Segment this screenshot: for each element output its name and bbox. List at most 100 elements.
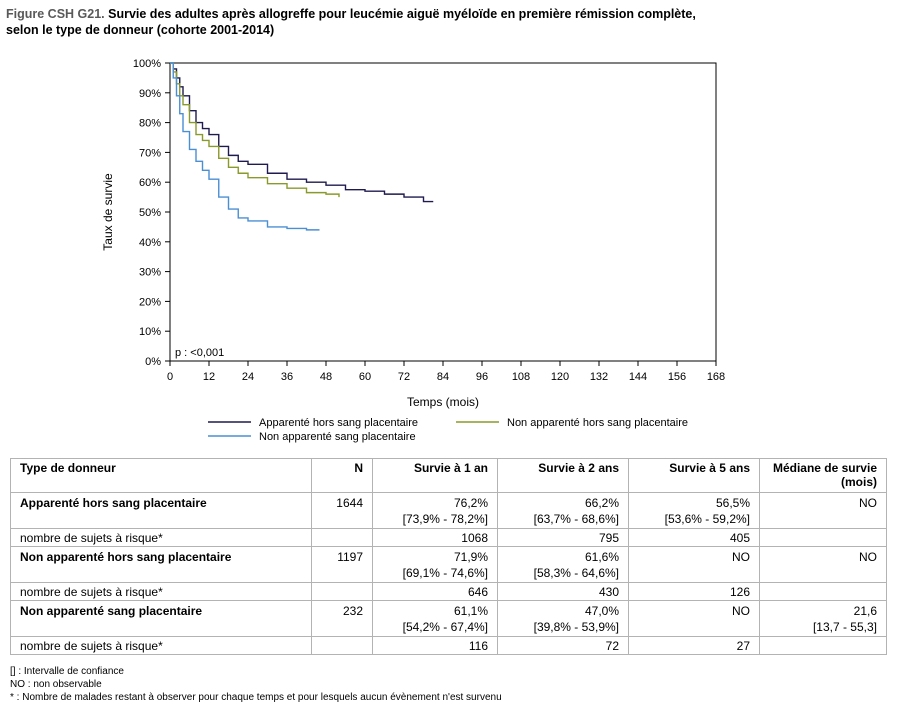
x-tick-label: 48: [320, 371, 332, 383]
cell-empty: [759, 528, 887, 547]
y-tick-label: 20%: [139, 296, 161, 308]
value: NO: [732, 550, 750, 564]
cell-risk-2y: 72: [497, 636, 629, 655]
figure-title: Figure CSH G21. Survie des adultes après…: [6, 6, 886, 38]
cell-empty: [759, 582, 887, 601]
cell-median: NO: [759, 546, 887, 583]
cell-median: NO: [759, 492, 887, 529]
table-row-at-risk: nombre de sujets à risque* 116 72 27: [10, 636, 887, 655]
col-header-survival-2y: Survie à 2 ans: [497, 458, 629, 493]
row-label: nombre de sujets à risque*: [10, 528, 312, 547]
x-tick-label: 132: [590, 371, 608, 383]
y-tick-label: 0%: [145, 356, 161, 368]
footnote: [] : Intervalle de confiance: [10, 666, 124, 677]
x-tick-label: 84: [437, 371, 449, 383]
footnotes: [] : Intervalle de confiance NO : non ob…: [10, 665, 502, 704]
plot-frame: [169, 62, 717, 362]
cell-risk-5y: 126: [628, 582, 760, 601]
cell-n: 232: [311, 600, 373, 637]
row-label: Non apparenté hors sang placentaire: [10, 546, 312, 583]
legend-label: Non apparenté hors sang placentaire: [507, 417, 688, 429]
y-tick-label: 90%: [139, 88, 161, 100]
table-row: Non apparenté sang placentaire 232 61,1%…: [10, 600, 887, 637]
table-row-at-risk: nombre de sujets à risque* 646 430 126: [10, 582, 887, 601]
row-label: Non apparenté sang placentaire: [10, 600, 312, 637]
value: NO: [859, 496, 877, 510]
x-tick-label: 144: [629, 371, 647, 383]
cell-risk-2y: 795: [497, 528, 629, 547]
cell-survival-2y: 47,0% [39,8% - 53,9%]: [497, 600, 629, 637]
x-axis-label: Temps (mois): [407, 395, 479, 409]
cell-empty: [311, 636, 373, 655]
cell-risk-1y: 116: [372, 636, 498, 655]
value: 21,6: [853, 604, 877, 618]
legend-label: Non apparenté sang placentaire: [259, 431, 416, 443]
row-label: nombre de sujets à risque*: [10, 582, 312, 601]
y-tick-label: 30%: [139, 267, 161, 279]
cell-survival-5y: NO: [628, 600, 760, 637]
table-row: Non apparenté hors sang placentaire 1197…: [10, 546, 887, 583]
cell-n: 1197: [311, 546, 373, 583]
value: 71,9%: [453, 550, 488, 564]
ci: [58,3% - 64,6%]: [533, 566, 619, 580]
cell-survival-2y: 61,6% [58,3% - 64,6%]: [497, 546, 629, 583]
footnote: * : Nombre de malades restant à observer…: [10, 692, 502, 703]
cell-empty: [759, 636, 887, 655]
y-tick-label: 40%: [139, 237, 161, 249]
x-tick-label: 36: [281, 371, 293, 383]
legend-label: Apparenté hors sang placentaire: [259, 417, 418, 429]
p-value-annotation: p : <0,001: [175, 347, 224, 359]
survival-curve-series-3: [170, 62, 320, 231]
cell-risk-5y: 405: [628, 528, 760, 547]
x-tick-label: 12: [203, 371, 215, 383]
col-header-median: Médiane de survie (mois): [759, 458, 887, 493]
figure-id: Figure CSH G21.: [6, 7, 105, 21]
cell-survival-2y: 66,2% [63,7% - 68,6%]: [497, 492, 629, 529]
cell-risk-1y: 646: [372, 582, 498, 601]
table-header-row: Type de donneur N Survie à 1 an Survie à…: [10, 458, 887, 493]
x-tick-label: 156: [668, 371, 686, 383]
cell-survival-5y: 56,5% [53,6% - 59,2%]: [628, 492, 760, 529]
x-tick-label: 24: [242, 371, 254, 383]
col-header-donor-type: Type de donneur: [10, 458, 312, 493]
col-header-survival-5y: Survie à 5 ans: [628, 458, 760, 493]
value: NO: [859, 550, 877, 564]
x-tick-label: 72: [398, 371, 410, 383]
cell-risk-5y: 27: [628, 636, 760, 655]
ci: [63,7% - 68,6%]: [533, 512, 619, 526]
table-row: Apparenté hors sang placentaire 1644 76,…: [10, 492, 887, 529]
value: 61,1%: [453, 604, 488, 618]
y-tick-label: 60%: [139, 177, 161, 189]
x-tick-label: 60: [359, 371, 371, 383]
survival-curve-series-2: [170, 62, 340, 198]
table-row-at-risk: nombre de sujets à risque* 1068 795 405: [10, 528, 887, 547]
y-tick-label: 50%: [139, 207, 161, 219]
x-tick-label: 168: [707, 371, 725, 383]
value: 76,2%: [453, 496, 488, 510]
ci: [54,2% - 67,4%]: [402, 620, 488, 634]
y-tick-label: 70%: [139, 147, 161, 159]
value: 56,5%: [715, 496, 750, 510]
survival-chart: 0% 10% 20% 30% 40% 50% 60% 70% 80% 90% 100% 0 12 24 36…: [101, 58, 725, 443]
y-axis-label: Taux de survie: [101, 173, 115, 251]
row-label: nombre de sujets à risque*: [10, 636, 312, 655]
survival-curve-series-1: [170, 62, 434, 203]
value: 66,2%: [584, 496, 619, 510]
x-tick-label: 96: [476, 371, 488, 383]
x-tick-label: 0: [167, 371, 173, 383]
row-label: Apparenté hors sang placentaire: [10, 492, 312, 529]
y-tick-label: 80%: [139, 118, 161, 130]
figure-title-line2: selon le type de donneur (cohorte 2001-2…: [6, 23, 275, 37]
cell-survival-1y: 71,9% [69,1% - 74,6%]: [372, 546, 498, 583]
value: 61,6%: [584, 550, 619, 564]
value: 47,0%: [584, 604, 619, 618]
y-tick-label: 10%: [139, 326, 161, 338]
cell-n: 1644: [311, 492, 373, 529]
cell-empty: [311, 582, 373, 601]
figure-title-line1: Survie des adultes après allogreffe pour…: [108, 7, 696, 21]
cell-survival-1y: 76,2% [73,9% - 78,2%]: [372, 492, 498, 529]
x-tick-label: 108: [512, 371, 530, 383]
y-tick-label: 100%: [133, 58, 161, 70]
ci: [13,7 - 55,3]: [812, 620, 877, 634]
survival-table: Type de donneur N Survie à 1 an Survie à…: [10, 458, 887, 655]
